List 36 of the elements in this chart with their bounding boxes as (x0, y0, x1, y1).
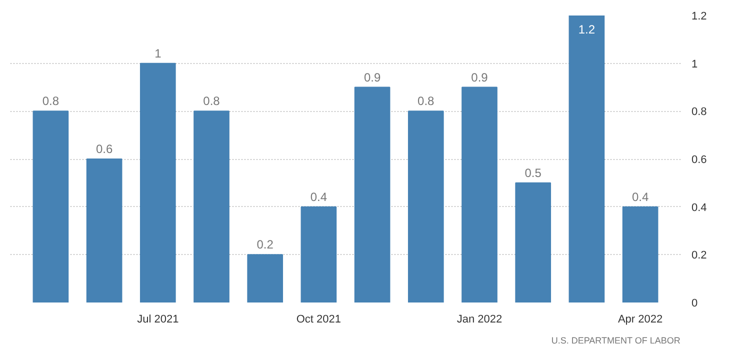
x-tick-label: Apr 2022 (618, 314, 663, 326)
bar (462, 86, 498, 302)
bar (32, 110, 69, 302)
bar (568, 16, 605, 302)
data-label: 0.8 (42, 94, 60, 108)
bar (247, 254, 284, 302)
data-label: 0.6 (96, 142, 113, 156)
data-label: 1.2 (578, 22, 596, 36)
bar (194, 110, 230, 302)
data-label: 0.4 (632, 190, 649, 204)
bar (622, 206, 658, 302)
data-label: 0.9 (471, 70, 488, 84)
bar (86, 158, 122, 302)
y-tick-label: 0.8 (692, 106, 707, 118)
y-tick-label: 1.2 (692, 10, 707, 22)
y-tick-label: 0.4 (692, 202, 707, 214)
data-label: 0.8 (203, 94, 220, 108)
data-label: 0.4 (310, 190, 328, 204)
bar (408, 110, 444, 302)
x-tick-label: Oct 2021 (296, 314, 342, 326)
bar (140, 62, 176, 302)
y-tick-label: 0.2 (692, 250, 707, 262)
data-label: 0.5 (524, 166, 542, 180)
bar (515, 182, 552, 302)
x-tick-label: Jul 2021 (137, 314, 179, 326)
text: U.S. DEPARTMENT OF LABOR (551, 336, 681, 346)
bar (354, 86, 390, 302)
y-tick-label: 1 (692, 58, 698, 70)
data-label: 0.2 (256, 238, 274, 252)
y-tick-label: 0.6 (692, 154, 707, 166)
data-label: 0.8 (418, 94, 435, 108)
data-label: 1 (154, 46, 162, 60)
y-tick-label: 0 (692, 298, 698, 310)
data-label: 0.9 (364, 70, 381, 84)
x-tick-label: Jan 2022 (456, 314, 502, 326)
bar (300, 206, 337, 302)
